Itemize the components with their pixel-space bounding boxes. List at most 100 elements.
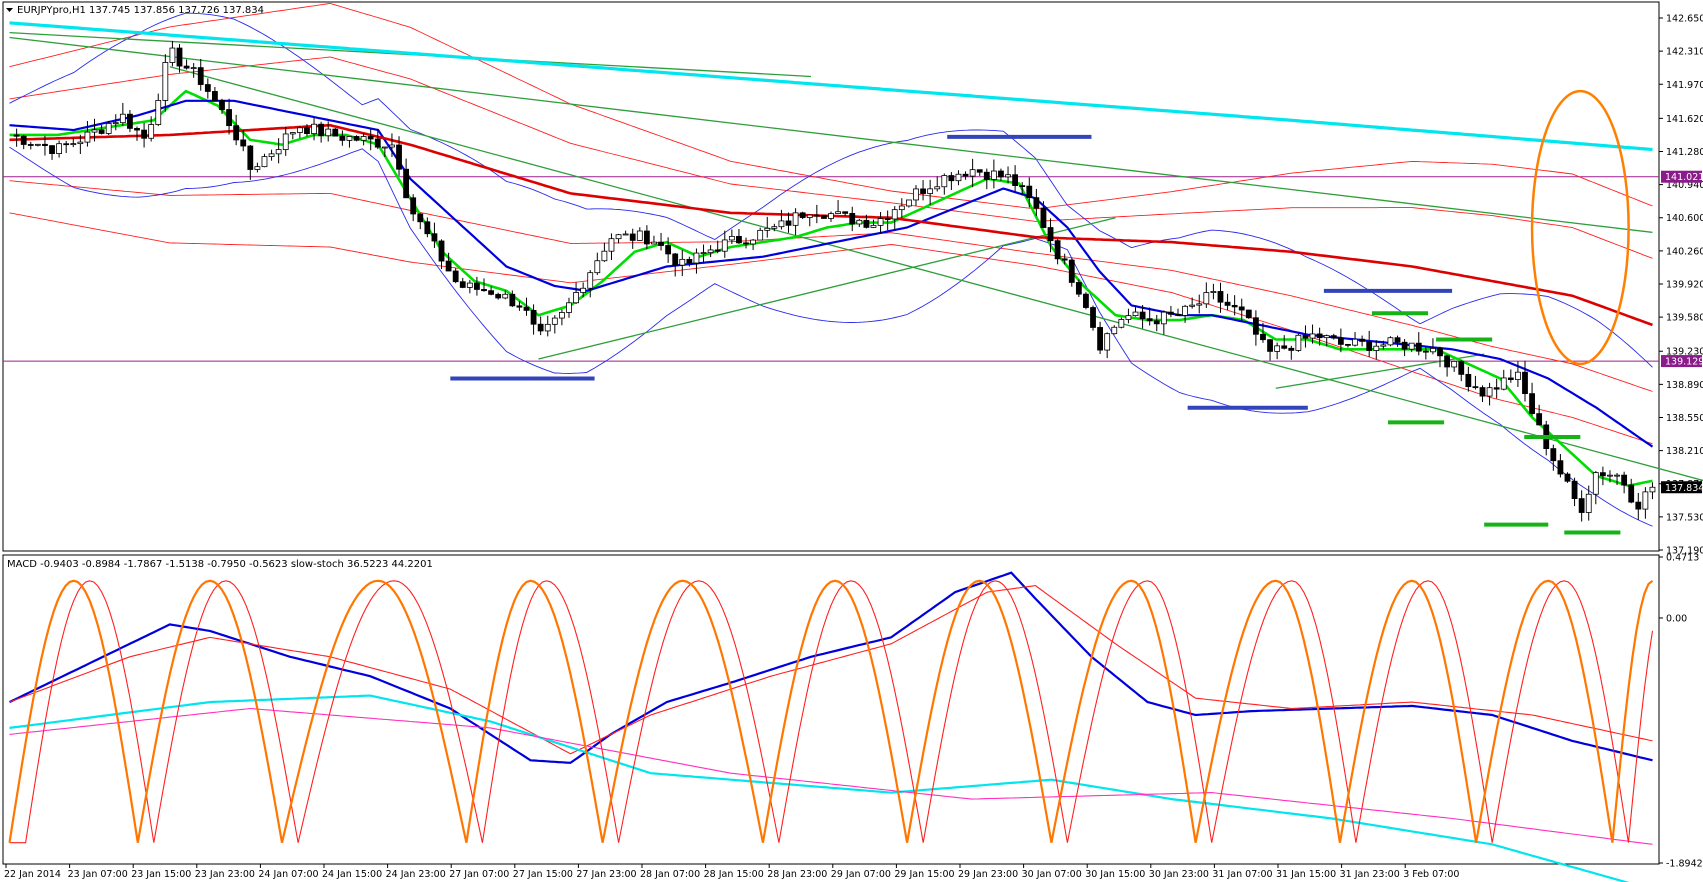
candle-body — [1118, 319, 1125, 328]
candle-body — [1175, 313, 1181, 316]
candle-body — [1507, 377, 1514, 380]
candle-body — [1189, 304, 1196, 307]
candle-body — [821, 215, 827, 219]
indicator-axis: 0.4713 0.00 -1.8942 — [1659, 553, 1703, 870]
candle-body — [700, 252, 707, 255]
candle-body — [289, 132, 296, 135]
envelope-line — [9, 180, 1653, 392]
candle-body — [431, 233, 438, 242]
indicator-header: MACD -0.9403 -0.8984 -1.7867 -1.5138 -0.… — [7, 559, 433, 570]
candle-body — [750, 239, 757, 245]
candle-body — [27, 144, 34, 146]
candle-body — [1472, 386, 1479, 389]
candle-body — [1621, 474, 1628, 486]
candle-body — [679, 258, 686, 266]
candle-body — [813, 214, 820, 217]
candle-body — [1111, 326, 1118, 335]
candle-body — [1054, 240, 1061, 260]
candle-body — [112, 122, 119, 125]
time-tick-label: 27 Jan 23:00 — [576, 869, 636, 880]
candle-body — [332, 128, 339, 137]
candle-body — [792, 212, 799, 226]
candle-body — [580, 287, 587, 293]
horizontal-levels — [3, 176, 1659, 362]
candle-body — [141, 129, 147, 139]
candle-body — [573, 292, 579, 304]
candle-body — [204, 84, 211, 92]
triangle-down-icon[interactable] — [6, 8, 13, 12]
candle-body — [1536, 413, 1543, 426]
candle-body — [1387, 337, 1394, 346]
candle-body — [1564, 473, 1571, 482]
price-tick-label: 138.210 — [1666, 446, 1703, 457]
candle-body — [1083, 293, 1089, 308]
candle-body — [1160, 311, 1167, 325]
time-tick-label: 30 Jan 23:00 — [1149, 869, 1209, 880]
candle-body — [1047, 227, 1054, 242]
candle-body — [1614, 474, 1620, 477]
candle-body — [20, 135, 27, 145]
candle-body — [459, 281, 466, 288]
candle-body — [863, 219, 870, 228]
candle-body — [1592, 472, 1599, 495]
candle-body — [1380, 344, 1387, 347]
envelope-line — [9, 212, 1653, 445]
candle-body — [856, 219, 863, 225]
candle-body — [566, 302, 572, 313]
candle-body — [1437, 348, 1443, 357]
candle-body — [1415, 342, 1422, 352]
time-tick-label: 23 Jan 15:00 — [131, 869, 191, 880]
price-tick-label: 142.650 — [1666, 14, 1703, 25]
candle-body — [636, 230, 643, 241]
candle-body — [948, 175, 955, 182]
candle-body — [799, 212, 806, 218]
candle-body — [1649, 486, 1656, 493]
candle-body — [544, 323, 551, 332]
candle-body — [870, 224, 877, 228]
time-tick-label: 3 Feb 07:00 — [1403, 869, 1459, 880]
candle-body — [438, 240, 445, 262]
indicator-tick-label: 0.00 — [1666, 613, 1687, 624]
candle-body — [537, 323, 544, 332]
candle-body — [1500, 377, 1507, 390]
hline-badge-top: 141.021 — [1661, 170, 1703, 183]
hline-badge-bottom: 139.129 — [1661, 355, 1703, 368]
candle-body — [559, 312, 565, 319]
candle-body — [898, 205, 905, 211]
candle-body — [629, 233, 636, 241]
time-tick-label: 22 Jan 2014 — [4, 869, 61, 880]
hline-label-top: 141.021 — [1665, 172, 1703, 183]
ema_mid-line — [9, 99, 1654, 448]
price-tick-label: 140.260 — [1666, 246, 1703, 257]
candlesticks — [13, 40, 1656, 522]
candle-body — [325, 128, 332, 137]
candle-body — [1026, 185, 1033, 199]
candle-body — [1210, 291, 1217, 293]
price-axis: 142.650 142.310 141.970 141.620 141.280 140.9… — [1659, 14, 1703, 557]
candle-body — [1401, 341, 1408, 350]
bollinger-bands — [9, 12, 1653, 527]
trendline — [538, 217, 1116, 360]
candle-body — [162, 62, 169, 101]
candle-body — [1465, 373, 1472, 388]
candle-body — [49, 145, 55, 154]
candle-body — [1061, 258, 1068, 261]
candle-body — [693, 252, 700, 264]
candle-body — [998, 170, 1004, 178]
candle-body — [955, 173, 962, 182]
time-tick-label: 27 Jan 07:00 — [449, 869, 509, 880]
candle-body — [1479, 387, 1486, 397]
candle-body — [658, 241, 664, 246]
candle-body — [1274, 345, 1281, 352]
price-tick-label: 139.230 — [1666, 347, 1703, 358]
candle-body — [849, 212, 856, 225]
indicator-lines — [8, 571, 1654, 882]
candle-body — [1217, 291, 1224, 303]
candle-body — [1599, 472, 1606, 477]
candle-body — [551, 317, 558, 325]
price-tick-label: 139.920 — [1666, 280, 1703, 291]
candle-body — [1295, 334, 1302, 351]
candle-body — [410, 197, 417, 215]
candle-body — [190, 67, 197, 70]
candle-body — [233, 125, 240, 141]
